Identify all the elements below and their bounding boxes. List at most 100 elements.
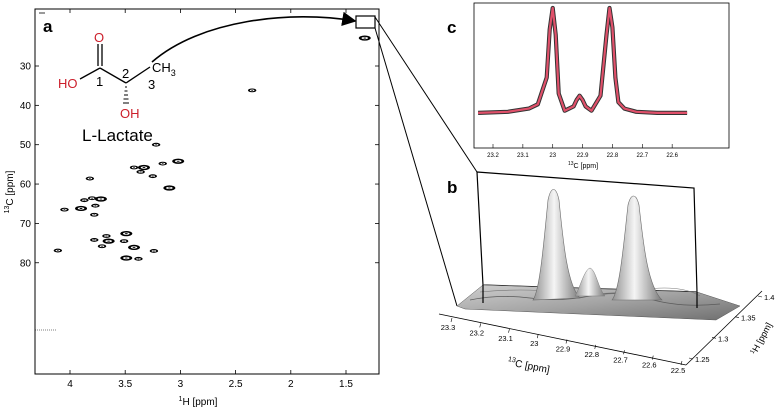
panel-a-x-label-sup: 1 <box>179 396 183 403</box>
hsqc-peak <box>80 198 89 203</box>
hsqc-peak <box>120 231 133 237</box>
hsqc-peak <box>53 248 63 253</box>
hsqc-peak <box>151 142 161 147</box>
y-tick-label: 50 <box>20 140 32 151</box>
x-tick-label: 22.8 <box>607 153 619 159</box>
bond-c1-c2 <box>99 67 127 84</box>
atom-ch3: CH3 <box>152 60 176 78</box>
trace-outline <box>478 5 688 115</box>
x-tick-label: 2 <box>288 379 294 390</box>
panel-a-x-axis: 4 3.5 3 2.5 2 1.5 <box>67 9 353 390</box>
hsqc-peak <box>75 205 88 212</box>
x-tick-label: 22.8 <box>584 350 599 359</box>
hsqc-peak <box>358 35 371 41</box>
x-tick-label: 1.5 <box>339 379 353 390</box>
hsqc-peak <box>134 256 143 261</box>
hsqc-peak <box>149 249 159 253</box>
panel-b-x-label: 13C [ppm] <box>506 356 551 376</box>
hsqc-peak <box>94 196 107 202</box>
bond-c2-c3 <box>125 66 151 84</box>
panel-a-frame <box>34 8 380 375</box>
hsqc-peak <box>148 174 157 179</box>
hsqc-peak <box>172 158 185 164</box>
y-tick-label: 1.3 <box>718 334 728 343</box>
x-tick-label: 23.3 <box>441 323 456 332</box>
hsqc-peak <box>129 165 139 170</box>
hsqc-peak <box>163 185 176 191</box>
y-tick-label: 60 <box>20 180 32 191</box>
hsqc-peak <box>85 176 95 181</box>
panel-c-x-label-main: C [ppm] <box>574 163 599 170</box>
panel-b-x-axis-line <box>438 313 687 366</box>
y-tick-label: 1.35 <box>741 314 756 323</box>
panel-b-y-label-main: H [ppm] <box>750 321 774 354</box>
hsqc-peak <box>128 244 141 251</box>
x-tick-label: 23.1 <box>517 153 529 159</box>
panel-b-y-axis-line <box>685 290 763 366</box>
hsqc-peak <box>158 161 167 166</box>
panel-b: b 23.3 23.2 23.1 23 22.9 22.8 22.7 22.6 22.5 1.2… <box>438 171 774 376</box>
hsqc-peak <box>87 196 97 201</box>
x-tick-label: 4 <box>67 379 73 390</box>
x-tick-label: 23.2 <box>487 153 499 159</box>
x-tick-mark <box>680 360 683 366</box>
panel-b-y-axis: 1.25 1.3 1.35 1.4 <box>688 293 774 364</box>
x-tick-mark <box>651 355 654 360</box>
hsqc-peak <box>90 238 99 242</box>
panel-b-x-label-main: C [ppm] <box>514 359 551 377</box>
x-tick-label: 23 <box>530 339 538 348</box>
x-tick-mark <box>508 328 510 333</box>
lactate-structure: O HO OH CH3 1 2 3 L-Lactate <box>58 30 176 145</box>
hsqc-peak <box>137 164 150 171</box>
x-tick-label: 3.5 <box>118 379 132 390</box>
x-tick-label: 22.6 <box>666 153 678 159</box>
panel-a-letter: a <box>43 17 53 36</box>
molecule-name: L-Lactate <box>82 126 153 145</box>
bond-c1-ho <box>79 67 101 80</box>
carbon-number-2: 2 <box>122 66 129 81</box>
carbon-number-3: 3 <box>148 77 155 92</box>
panel-a-x-label: 1H [ppm] <box>179 396 218 408</box>
x-tick-mark <box>594 344 597 349</box>
x-tick-mark <box>536 334 539 339</box>
zoom-line-bottom <box>374 27 458 307</box>
y-tick-label: 30 <box>20 62 32 73</box>
x-tick-label: 23.2 <box>469 328 484 337</box>
x-tick-label: 23 <box>549 153 556 159</box>
panel-c-frame <box>473 2 730 149</box>
carbon-number-1: 1 <box>96 74 103 89</box>
y-tick-label: 70 <box>20 219 32 230</box>
x-tick-label: 22.7 <box>613 355 628 364</box>
hashed-wedge-bond <box>123 86 129 104</box>
panel-c: c 23.2 23.1 23 22.9 22.8 22.7 22.6 13C [ppm] <box>447 2 730 170</box>
hsqc-peak <box>119 239 129 244</box>
atom-ch3-main: CH <box>152 60 171 75</box>
surface-peak-middle <box>574 267 606 297</box>
x-tick-label: 22.9 <box>577 153 589 159</box>
panel-b-x-label-sup: 13 <box>507 356 516 364</box>
atom-ch3-sub: 3 <box>171 68 176 78</box>
panel-b-y-label: 1H [ppm] <box>749 321 774 356</box>
panel-b-y-label-sup: 1 <box>750 349 757 355</box>
hsqc-peak <box>90 212 99 217</box>
panel-a-x-label-main: H [ppm] <box>182 397 217 408</box>
x-tick-mark <box>623 350 625 355</box>
panel-b-x-axis: 23.3 23.2 23.1 23 22.9 22.8 22.7 22.6 22.5 <box>441 317 686 375</box>
y-tick-label: 1.4 <box>764 293 774 302</box>
hsqc-peak <box>97 244 107 249</box>
x-tick-mark <box>565 339 568 344</box>
panel-c-x-label: 13C [ppm] <box>568 161 598 170</box>
hsqc-peak <box>60 207 69 212</box>
x-tick-mark <box>450 317 453 323</box>
panel-a-peaks <box>53 35 371 261</box>
y-tick-mark <box>734 316 740 318</box>
panel-c-trace <box>478 5 688 115</box>
x-tick-label: 22.5 <box>671 366 686 375</box>
atom-oh: OH <box>120 106 140 121</box>
y-tick-label: 1.25 <box>695 355 710 364</box>
y-tick-label: 80 <box>20 258 32 269</box>
x-tick-label: 3 <box>178 379 184 390</box>
panel-a-y-label-sup: 13 <box>4 206 11 214</box>
panel-c-letter: c <box>447 18 456 37</box>
